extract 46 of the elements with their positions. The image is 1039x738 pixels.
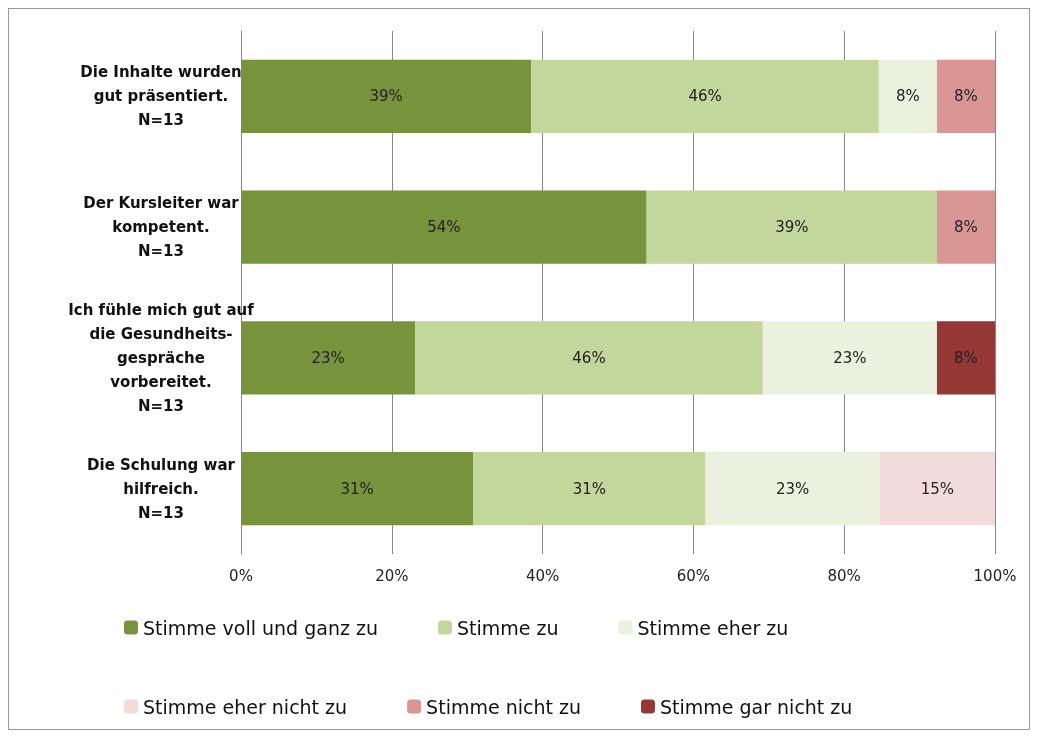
data-label: 8% — [954, 218, 978, 237]
data-label: 46% — [688, 87, 722, 106]
legend-label: Stimme eher zu — [637, 616, 789, 639]
bar — [936, 321, 995, 395]
bar — [705, 452, 880, 526]
x-tick-label: 0% — [229, 566, 253, 585]
data-label: 23% — [775, 479, 810, 498]
legend-label: Stimme eher nicht zu — [143, 695, 348, 718]
data-label: 8% — [896, 87, 920, 106]
x-tick-label: 40% — [525, 566, 560, 585]
legend-label: Stimme gar nicht zu — [659, 695, 853, 718]
legend-label: Stimme zu — [456, 616, 559, 639]
bar — [936, 59, 995, 133]
data-label: 31% — [340, 479, 374, 498]
bar — [531, 59, 879, 133]
x-tick-label: 60% — [676, 566, 711, 585]
y-tick-label: Der Kursleiter war kompetent. N=13 — [83, 194, 240, 261]
bar — [241, 59, 532, 133]
legend-label: Stimme nicht zu — [426, 695, 581, 718]
data-label: 15% — [920, 479, 954, 498]
bar — [473, 452, 706, 526]
bar — [241, 190, 647, 264]
data-label: 31% — [572, 479, 607, 498]
bar — [415, 321, 763, 395]
bar — [241, 452, 474, 526]
data-label: 8% — [954, 87, 978, 106]
data-label: 39% — [369, 87, 403, 106]
legend-label: Stimme voll und ganz zu — [143, 616, 378, 639]
data-label: 8% — [954, 348, 978, 367]
bar — [241, 321, 416, 395]
data-label: 23% — [833, 348, 867, 367]
bar — [646, 190, 937, 264]
bar — [936, 190, 995, 264]
data-label: 46% — [572, 348, 606, 367]
data-label: 23% — [311, 348, 345, 367]
y-tick-label: Ich fühle mich gut auf die Gesundheits- gespräche vorbereitet. N=13 — [68, 300, 255, 415]
y-tick-label: Die Inhalte wurden gut präsentiert. N=13 — [80, 63, 242, 130]
bar — [878, 59, 937, 133]
x-tick-label: 80% — [827, 566, 861, 585]
y-tick-label: Die Schulung war hilfreich. N=13 — [87, 455, 236, 522]
bar — [879, 452, 995, 526]
data-label: 54% — [427, 218, 461, 237]
x-tick-label: 100% — [973, 566, 1017, 585]
x-tick-label: 20% — [375, 566, 409, 585]
data-label: 39% — [775, 218, 809, 237]
bar — [762, 321, 937, 395]
